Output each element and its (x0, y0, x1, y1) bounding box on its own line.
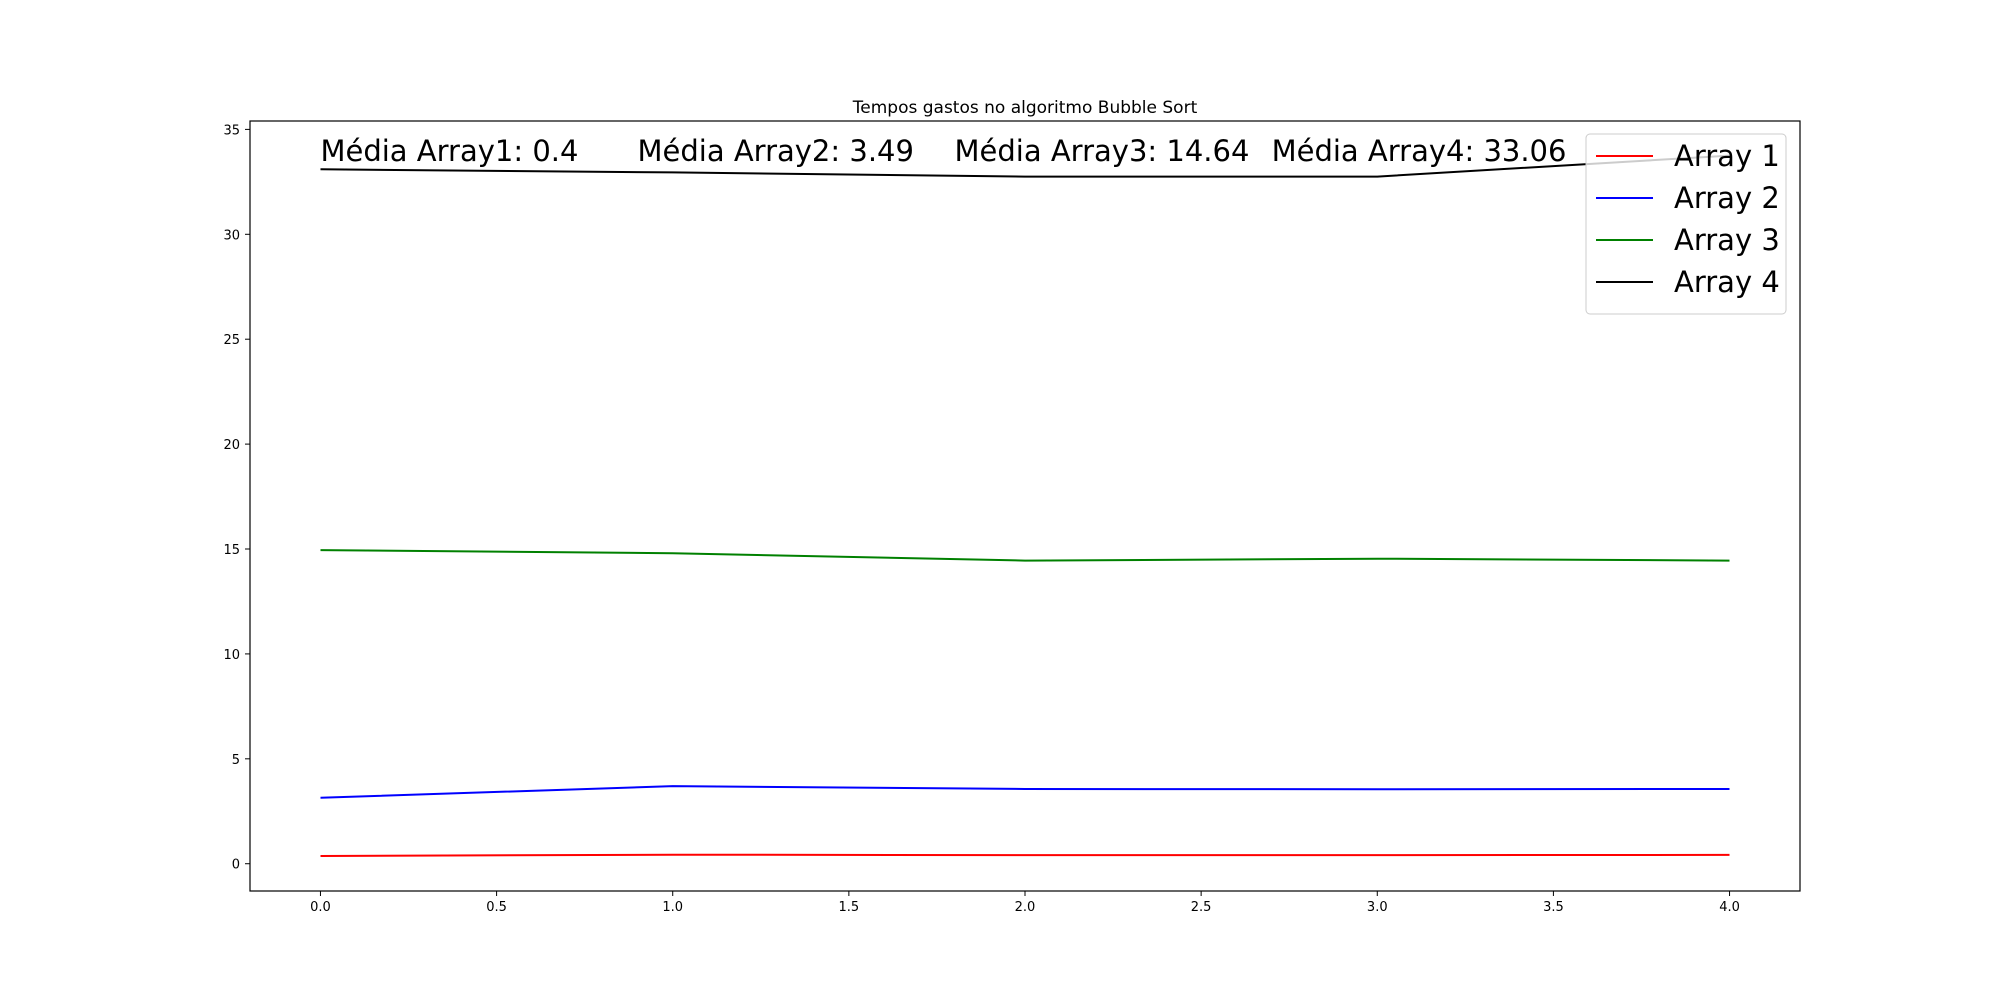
series-lines (320, 154, 1730, 857)
y-tick-label: 0 (232, 858, 240, 873)
x-tick-label: 0.0 (310, 900, 331, 915)
series-line-4 (320, 154, 1730, 178)
legend: Array 1 Array 2 Array 3 Array 4 (1585, 133, 1787, 315)
x-tick-label: 2.0 (1015, 900, 1036, 915)
legend-box (1585, 133, 1787, 315)
x-tick-label: 2.5 (1191, 900, 1212, 915)
y-tick-label: 25 (223, 333, 240, 348)
x-tick-label: 3.5 (1543, 900, 1564, 915)
series-line-3 (320, 549, 1730, 562)
legend-label: Array 1 (1674, 139, 1780, 173)
plot-frame (249, 120, 1801, 892)
x-tick-label: 1.0 (662, 900, 683, 915)
y-tick-label: 10 (223, 648, 240, 663)
series-line-1 (320, 853, 1730, 857)
legend-label: Array 3 (1674, 223, 1780, 257)
mean-annotation: Média Array3: 14.64 (955, 134, 1250, 168)
mean-annotation: Média Array4: 33.06 (1272, 134, 1567, 168)
mean-annotation: Média Array2: 3.49 (638, 134, 914, 168)
series-line-2 (320, 785, 1730, 799)
y-axis: 0 5 10 15 20 25 30 35 (223, 123, 250, 873)
y-tick-label: 20 (223, 438, 240, 453)
x-tick-label: 3.0 (1367, 900, 1388, 915)
x-tick-label: 4.0 (1719, 900, 1740, 915)
annotations: Média Array1: 0.4 Média Array2: 3.49 Média… (320, 134, 1566, 168)
mean-annotation: Média Array1: 0.4 (320, 134, 578, 168)
y-tick-label: 5 (232, 753, 240, 768)
y-tick-label: 35 (223, 123, 240, 138)
y-tick-label: 30 (223, 228, 240, 243)
x-axis: 0.0 0.5 1.0 1.5 2.0 2.5 3.0 3.5 4.0 (310, 891, 1740, 915)
y-tick-label: 15 (223, 543, 240, 558)
legend-label: Array 4 (1674, 265, 1780, 299)
legend-label: Array 2 (1674, 181, 1780, 215)
x-tick-label: 0.5 (486, 900, 507, 915)
x-tick-label: 1.5 (839, 900, 860, 915)
chart-title: Tempos gastos no algoritmo Bubble Sort (852, 98, 1198, 118)
